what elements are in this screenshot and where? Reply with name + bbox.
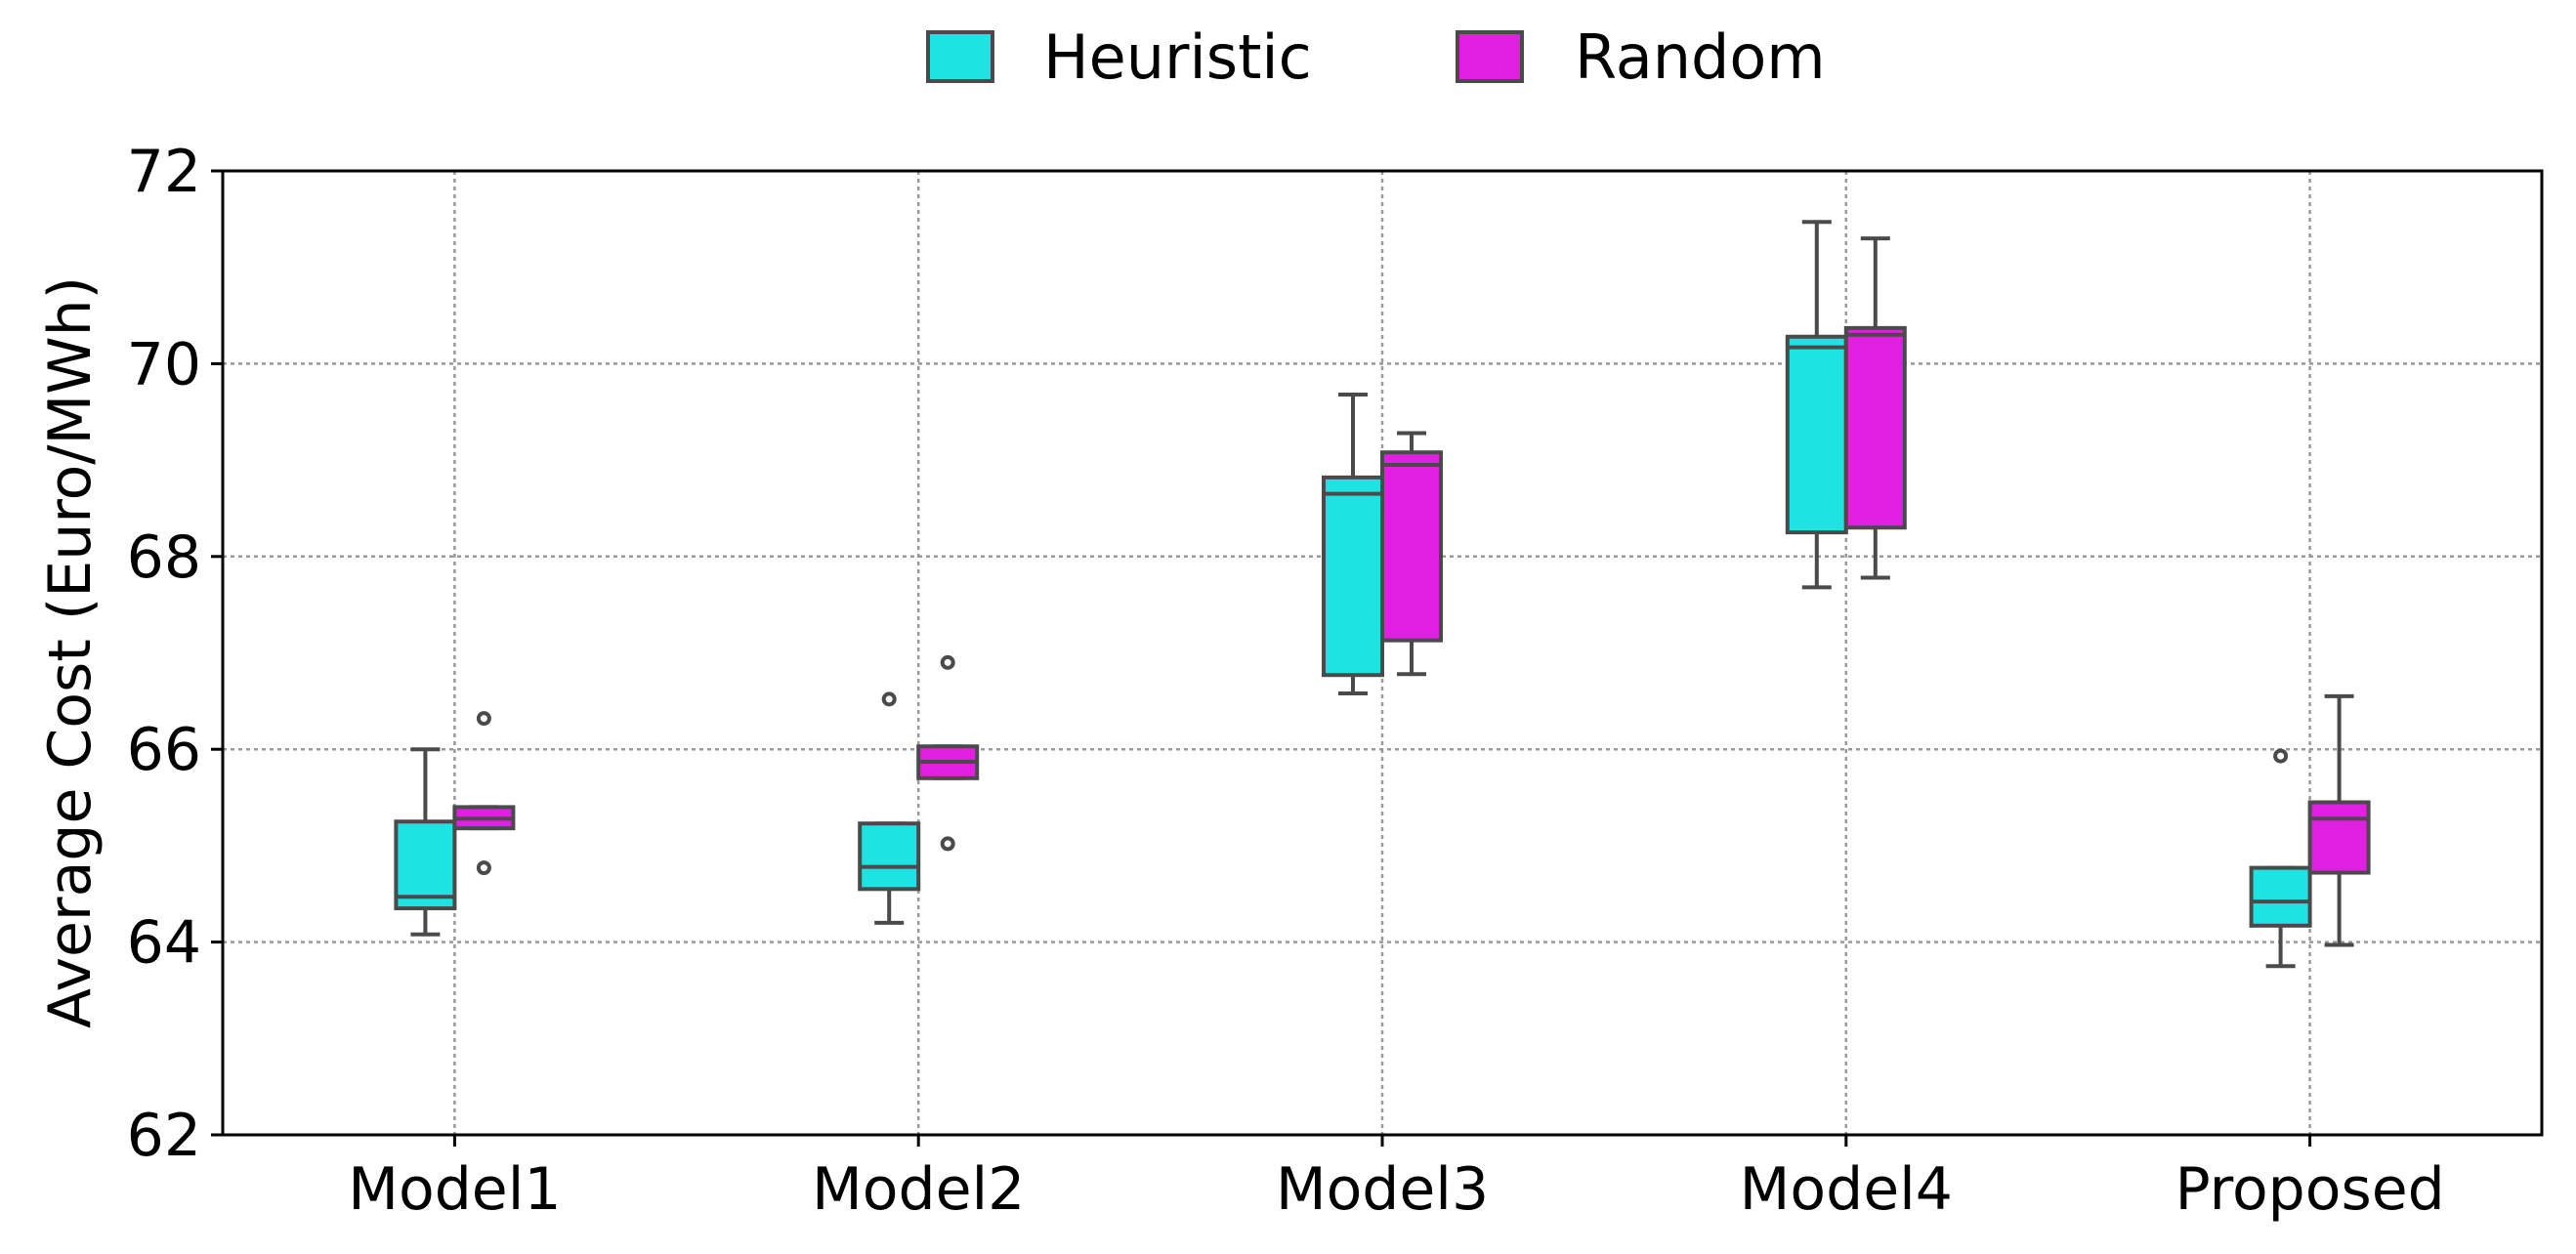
x-tick-label: Model3 (1276, 1155, 1489, 1224)
y-tick-label: 62 (127, 1102, 201, 1170)
outlier-point (476, 711, 491, 727)
legend-item-heuristic: Heuristic (926, 21, 1312, 93)
box-heuristic-model4 (1785, 220, 1848, 590)
legend-label: Heuristic (1043, 21, 1312, 93)
box-iqr (394, 819, 457, 911)
x-tick-label: Model1 (348, 1155, 561, 1224)
legend-label: Random (1575, 21, 1826, 93)
box-iqr (1843, 325, 1907, 530)
outlier-point (476, 860, 491, 876)
box-heuristic-proposed (2249, 748, 2312, 969)
x-tick-label: Model2 (812, 1155, 1025, 1224)
box-random-model1 (452, 711, 516, 876)
y-tick-label: 72 (127, 138, 201, 206)
box-iqr (1322, 475, 1384, 678)
y-tick-label: 68 (127, 523, 201, 592)
box-heuristic-model2 (858, 691, 921, 925)
x-tick-label: Proposed (2175, 1155, 2444, 1224)
box-iqr (1380, 450, 1443, 643)
box-iqr (2249, 865, 2312, 928)
legend-swatch (926, 30, 994, 83)
legend-swatch (1456, 30, 1524, 83)
box-random-model4 (1843, 236, 1907, 580)
y-tick-label: 70 (127, 330, 201, 398)
y-tick-label: 66 (127, 716, 201, 784)
outlier-point (940, 654, 955, 670)
box-heuristic-model1 (394, 747, 457, 937)
box-iqr (1785, 334, 1848, 535)
y-axis-label: Average Cost (Euro/MWh) (36, 276, 105, 1028)
outlier-point (2273, 748, 2289, 764)
legend-item-random: Random (1456, 21, 1826, 93)
outlier-point (881, 691, 897, 707)
axis-ticks: 62 64 66 68 70 72 Model1 Model2 Model3 Model4 Prop… (127, 138, 2445, 1224)
outlier-point (940, 836, 955, 852)
box-random-model2 (916, 654, 980, 852)
box-random-model3 (1380, 431, 1443, 677)
x-tick-label: Model4 (1740, 1155, 1953, 1224)
box-random-proposed (2307, 693, 2371, 947)
box-heuristic-model3 (1322, 392, 1384, 695)
y-tick-label: 64 (127, 909, 201, 978)
legend: Heuristic Random (926, 21, 1826, 93)
box-iqr (858, 821, 921, 892)
plot-area (394, 220, 2371, 969)
box-iqr (2307, 800, 2371, 875)
